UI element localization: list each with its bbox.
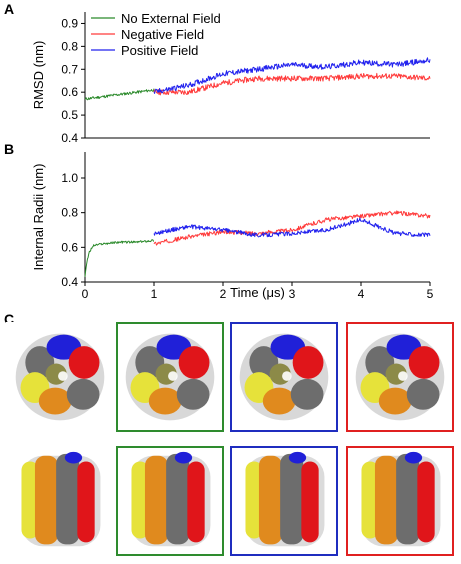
internal-radii-chart: 0.4 0.6 0.8 1.0 0 1 2 3 4 5 Internal Radii (nm) Tim…	[31, 152, 434, 301]
legend-label: Negative Field	[121, 27, 204, 42]
protein-surface-image	[245, 451, 325, 547]
structure-render-bottom-no-field	[116, 446, 224, 556]
y-tick-label: 0.6	[61, 240, 78, 254]
protein-surface-image	[15, 333, 105, 421]
x-tick-label: 1	[151, 287, 158, 301]
y-tick-label: 0.8	[61, 206, 78, 220]
y-tick-label: 1.0	[61, 171, 78, 185]
protein-surface-image	[131, 451, 211, 547]
structure-render-bottom-positive	[230, 446, 338, 556]
structure-render-bottom-negative	[346, 446, 454, 556]
structure-render-top-positive	[230, 322, 338, 432]
structure-render-top-negative	[346, 322, 454, 432]
x-tick-label: 2	[220, 287, 227, 301]
y-tick-label: 0.9	[61, 16, 78, 30]
y-tick-label: 0.4	[61, 131, 78, 145]
protein-surface-image	[361, 451, 441, 547]
x-axis-label: Time (μs)	[230, 285, 285, 300]
series-line-2	[153, 210, 431, 246]
series-line-2	[153, 72, 431, 96]
x-tick-label: 4	[358, 287, 365, 301]
x-tick-label: 3	[289, 287, 296, 301]
protein-surface-image	[239, 333, 329, 421]
y-tick-label: 0.7	[61, 62, 78, 76]
panel-label-b: B	[4, 141, 15, 157]
y-tick-label: 0.8	[61, 39, 78, 53]
y-axis-label: Internal Radii (nm)	[31, 164, 46, 271]
y-tick-label: 0.5	[61, 108, 78, 122]
panel-label-c: C	[4, 311, 15, 327]
structure-render-top-initial	[6, 322, 114, 432]
protein-surface-image	[355, 333, 445, 421]
series-line-3	[153, 217, 431, 238]
legend-label: No External Field	[121, 11, 221, 26]
y-axis-label: RMSD (nm)	[31, 41, 46, 110]
panel-label-a: A	[4, 1, 15, 17]
structure-render-bottom-initial	[6, 446, 114, 556]
protein-surface-image	[21, 451, 101, 547]
rmsd-chart: 0.4 0.5 0.6 0.7 0.8 0.9 RMSD (nm) No External F…	[31, 11, 431, 145]
protein-surface-image	[125, 333, 215, 421]
legend-label: Positive Field	[121, 43, 198, 58]
x-tick-label: 0	[82, 287, 89, 301]
y-tick-label: 0.4	[61, 275, 78, 289]
y-tick-label: 0.6	[61, 85, 78, 99]
structure-render-top-no-field	[116, 322, 224, 432]
series-line-1	[84, 88, 155, 101]
series-line-1	[84, 239, 154, 277]
x-tick-label: 5	[427, 287, 434, 301]
series-line-3	[153, 57, 431, 94]
